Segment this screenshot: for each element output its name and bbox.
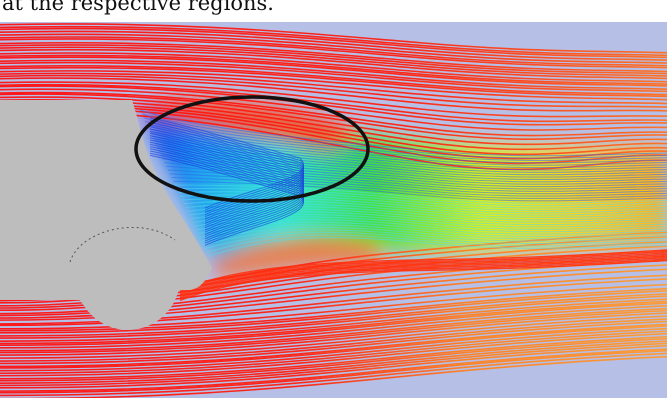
flow-visualization <box>0 0 667 398</box>
figure: at the respective regions. <box>0 0 667 398</box>
wheel <box>76 226 180 330</box>
